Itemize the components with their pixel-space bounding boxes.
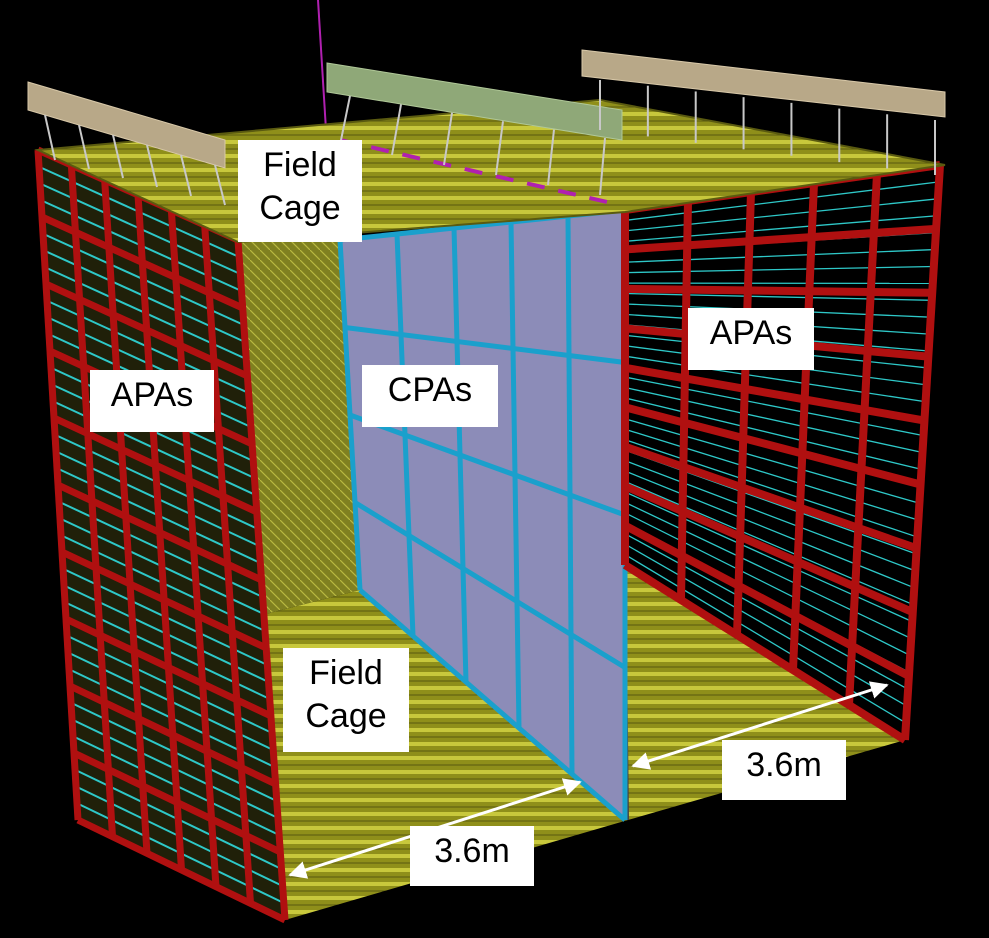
hanger-rod xyxy=(391,104,402,156)
apa-right-wire xyxy=(624,181,940,222)
apa-right-wire xyxy=(624,292,932,301)
apa-right-frame-row xyxy=(623,403,922,489)
apa-right-wire xyxy=(624,376,924,437)
apa-right-wire xyxy=(624,386,923,454)
hanger-rod xyxy=(495,121,504,176)
apa-right-wire xyxy=(624,470,915,589)
apa-right-frame-row xyxy=(623,522,911,680)
hanger-rod xyxy=(112,134,124,179)
apa-right-frame-col xyxy=(845,173,881,706)
apa-right-wire xyxy=(624,501,912,640)
apa-right-frame-col xyxy=(789,182,818,671)
apa-right-frame-row xyxy=(624,284,933,297)
hanger-rod xyxy=(339,95,351,146)
apa-right-frame-row xyxy=(624,224,937,254)
cpa-frame-row xyxy=(353,500,627,670)
apa-left-frame-row xyxy=(40,213,245,312)
hanger-rod xyxy=(547,129,555,186)
hanger-rod xyxy=(78,124,90,170)
cpa-frame-row xyxy=(344,325,626,365)
apa-right-wire xyxy=(624,198,939,232)
apa-right-wire xyxy=(624,459,916,572)
dimension-arrow-right xyxy=(631,681,889,770)
field-cage-back-wall xyxy=(238,240,360,615)
apa-left-frame-row xyxy=(60,548,268,652)
label-apas-right: APAs xyxy=(688,308,814,370)
label-apas-left: APAs xyxy=(90,370,214,432)
apa-right-wire xyxy=(624,215,937,242)
hanger-rod xyxy=(599,137,606,196)
apa-left-frame-row xyxy=(44,280,249,380)
cpa-frame-row xyxy=(349,412,626,518)
apa-right-wire xyxy=(624,491,913,623)
apa-right-wire xyxy=(624,355,926,403)
hanger-rod xyxy=(180,154,192,197)
apa-right-wire xyxy=(624,428,919,521)
label-dimension-left: 3.6m xyxy=(410,826,534,886)
apa-right-frame-row xyxy=(623,442,918,553)
apa-right-frame-col xyxy=(733,191,755,636)
label-dimension-right: 3.6m xyxy=(722,740,846,800)
apa-left-frame-row xyxy=(68,682,278,788)
apa-left-frame-row xyxy=(56,481,263,584)
label-field-cage-top: Field Cage xyxy=(238,140,362,242)
hanger-rod xyxy=(214,164,226,206)
apa-right-frame-col xyxy=(677,200,692,601)
apa-right-wire xyxy=(624,512,911,657)
apa-right-wire xyxy=(624,480,914,606)
apa-right-wire xyxy=(624,533,909,690)
apa-right-wire xyxy=(624,265,934,274)
hanger-rod xyxy=(146,144,158,188)
label-field-cage-bottom: Field Cage xyxy=(283,648,409,752)
apa-right-wire xyxy=(624,418,920,504)
apa-left-frame-row xyxy=(76,816,287,924)
apa-right-wire xyxy=(624,397,922,471)
apa-right-frame-row xyxy=(624,363,926,425)
label-cpas: CPAs xyxy=(362,365,498,427)
apa-left-frame-row xyxy=(52,414,259,516)
hanger-rod xyxy=(44,114,56,161)
apa-right-wire xyxy=(624,543,908,707)
apa-right-wire xyxy=(624,439,918,538)
apa-right-wire xyxy=(624,248,935,263)
hanger-rod xyxy=(443,112,453,166)
apa-right-frame-row xyxy=(623,482,915,616)
apa-left-frame-row xyxy=(72,749,282,856)
hv-feed-line xyxy=(317,0,327,131)
apa-left-frame-row xyxy=(64,615,273,720)
apa-right-frame-col xyxy=(901,164,944,741)
support-beams xyxy=(27,49,946,206)
